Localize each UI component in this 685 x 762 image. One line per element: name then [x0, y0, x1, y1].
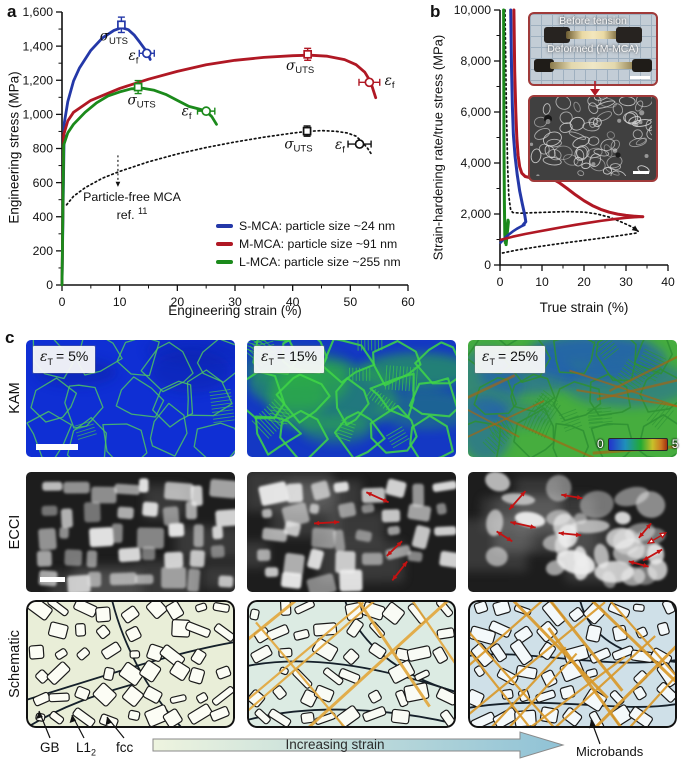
- gb-label: GB: [40, 740, 60, 755]
- svg-text:εf: εf: [129, 48, 139, 66]
- ecci-scale-bar: [40, 577, 65, 582]
- legend-item-s-mca: S-MCA: particle size ~24 nm: [216, 219, 401, 233]
- svg-text:600: 600: [33, 176, 54, 190]
- panel-b-y-axis-label: Strain-hardening rate/true stress (MPa): [430, 34, 446, 261]
- svg-text:30: 30: [619, 275, 633, 289]
- svg-text:1,200: 1,200: [23, 73, 54, 87]
- deformed-label: Deformed (M-MCA): [547, 43, 639, 55]
- increasing-strain-label: Increasing strain: [285, 737, 385, 752]
- kam-colorbar: 0 5: [597, 437, 678, 451]
- svg-text:50: 50: [344, 295, 358, 309]
- svg-text:60: 60: [401, 295, 415, 309]
- panel-b-chart: 0 10 20 30 40 0 2,000 4,000 6,000 8,000 10,000: [454, 3, 675, 289]
- svg-text:σUTS: σUTS: [284, 137, 312, 155]
- legend-label-m-mca: M-MCA: particle size ~91 nm: [239, 237, 398, 251]
- colorbar-gradient: [607, 437, 668, 451]
- legend-item-m-mca: M-MCA: particle size ~91 nm: [216, 237, 401, 251]
- panel-b-x-axis-label: True strain (%): [539, 300, 629, 315]
- microbands-arrow: [589, 719, 601, 745]
- specimen-before-tension: [544, 27, 642, 43]
- svg-text:20: 20: [171, 295, 185, 309]
- strain-label-5pct: εT = 5%: [33, 346, 96, 373]
- svg-text:10: 10: [535, 275, 549, 289]
- ecci-image-25pct: [468, 472, 677, 592]
- strain-label-25pct: εT = 25%: [475, 346, 546, 373]
- sem-dimples-image: [530, 97, 656, 180]
- panel-a-chart: 0 10 20 30 40 50 6002004006008001,0001,2001,40…: [23, 5, 415, 309]
- svg-text:0: 0: [46, 278, 53, 292]
- panel-a-letter: a: [7, 2, 17, 21]
- before-tension-label: Before tension: [559, 15, 627, 27]
- schematic-25pct: [468, 600, 677, 728]
- schematic-5pct: [26, 600, 235, 728]
- fcc-label: fcc: [116, 740, 134, 755]
- legend-swatch-m-mca: [216, 242, 233, 246]
- svg-text:10,000: 10,000: [454, 3, 491, 17]
- row-label-schematic: Schematic: [7, 630, 23, 698]
- panel-a-y-axis-label: Engineering stress (MPa): [6, 71, 22, 224]
- svg-text:10: 10: [113, 295, 127, 309]
- particle-free-annotation: Particle-free MCA ref. 11: [72, 190, 192, 223]
- panel-a-x-axis-label: Engineering strain (%): [168, 303, 302, 318]
- panel-a-legend: S-MCA: particle size ~24 nm M-MCA: parti…: [216, 219, 401, 269]
- kam-map-5pct: [26, 340, 235, 457]
- legend-swatch-s-mca: [216, 224, 233, 228]
- l12-label: L12: [76, 740, 97, 758]
- schematic-label-arrows: [36, 710, 125, 739]
- particle-free-ref: ref. 11: [116, 205, 148, 222]
- legend-item-l-mca: L-MCA: particle size ~255 nm: [216, 255, 401, 269]
- svg-text:σUTS: σUTS: [100, 29, 128, 47]
- strain-label-15pct: εT = 15%: [254, 346, 325, 373]
- svg-text:σUTS: σUTS: [286, 58, 314, 76]
- svg-text:8,000: 8,000: [461, 54, 492, 68]
- svg-text:400: 400: [33, 210, 54, 224]
- particle-free-line1: Particle-free MCA: [83, 190, 181, 204]
- svg-text:2,000: 2,000: [461, 207, 492, 221]
- svg-text:εf: εf: [335, 137, 345, 155]
- svg-text:0: 0: [484, 258, 491, 272]
- svg-text:0: 0: [497, 275, 504, 289]
- schematic-15pct: [247, 600, 456, 728]
- colorbar-min: 0: [597, 437, 604, 451]
- kam-scale-bar: [36, 444, 78, 450]
- ecci-image-5pct: [26, 472, 235, 592]
- sem-scale-bar: [633, 171, 649, 174]
- panel-c-letter: c: [5, 328, 15, 347]
- microbands-label: Microbands: [576, 744, 644, 759]
- increasing-strain-arrow: [152, 731, 565, 759]
- svg-text:σUTS: σUTS: [127, 92, 155, 110]
- svg-text:4,000: 4,000: [461, 156, 492, 170]
- row-label-ecci: ECCI: [7, 514, 23, 550]
- panel-b-letter: b: [430, 2, 441, 21]
- specimen-deformed: [534, 59, 652, 72]
- svg-text:200: 200: [33, 244, 54, 258]
- ecci-image-15pct: [247, 472, 456, 592]
- row-label-kam: KAM: [7, 382, 23, 414]
- legend-swatch-l-mca: [216, 260, 233, 264]
- svg-text:800: 800: [33, 142, 54, 156]
- svg-text:1,000: 1,000: [23, 108, 54, 122]
- colorbar-max: 5: [671, 437, 679, 451]
- svg-text:40: 40: [661, 275, 675, 289]
- photo-scale-bar: [630, 76, 650, 79]
- svg-text:0: 0: [59, 295, 66, 309]
- svg-text:20: 20: [577, 275, 591, 289]
- svg-text:εf: εf: [385, 73, 395, 91]
- legend-label-l-mca: L-MCA: particle size ~255 nm: [239, 255, 401, 269]
- svg-text:1,400: 1,400: [23, 39, 54, 53]
- fracture-surface-sem: [528, 95, 658, 182]
- legend-label-s-mca: S-MCA: particle size ~24 nm: [239, 219, 396, 233]
- svg-text:30: 30: [228, 295, 242, 309]
- svg-text:εf: εf: [182, 104, 192, 122]
- svg-text:40: 40: [286, 295, 300, 309]
- svg-text:6,000: 6,000: [461, 105, 492, 119]
- tensile-specimen-photo: Before tension Deformed (M-MCA): [528, 12, 658, 86]
- inset-connector-arrow: [590, 81, 600, 96]
- svg-text:1,600: 1,600: [23, 5, 54, 19]
